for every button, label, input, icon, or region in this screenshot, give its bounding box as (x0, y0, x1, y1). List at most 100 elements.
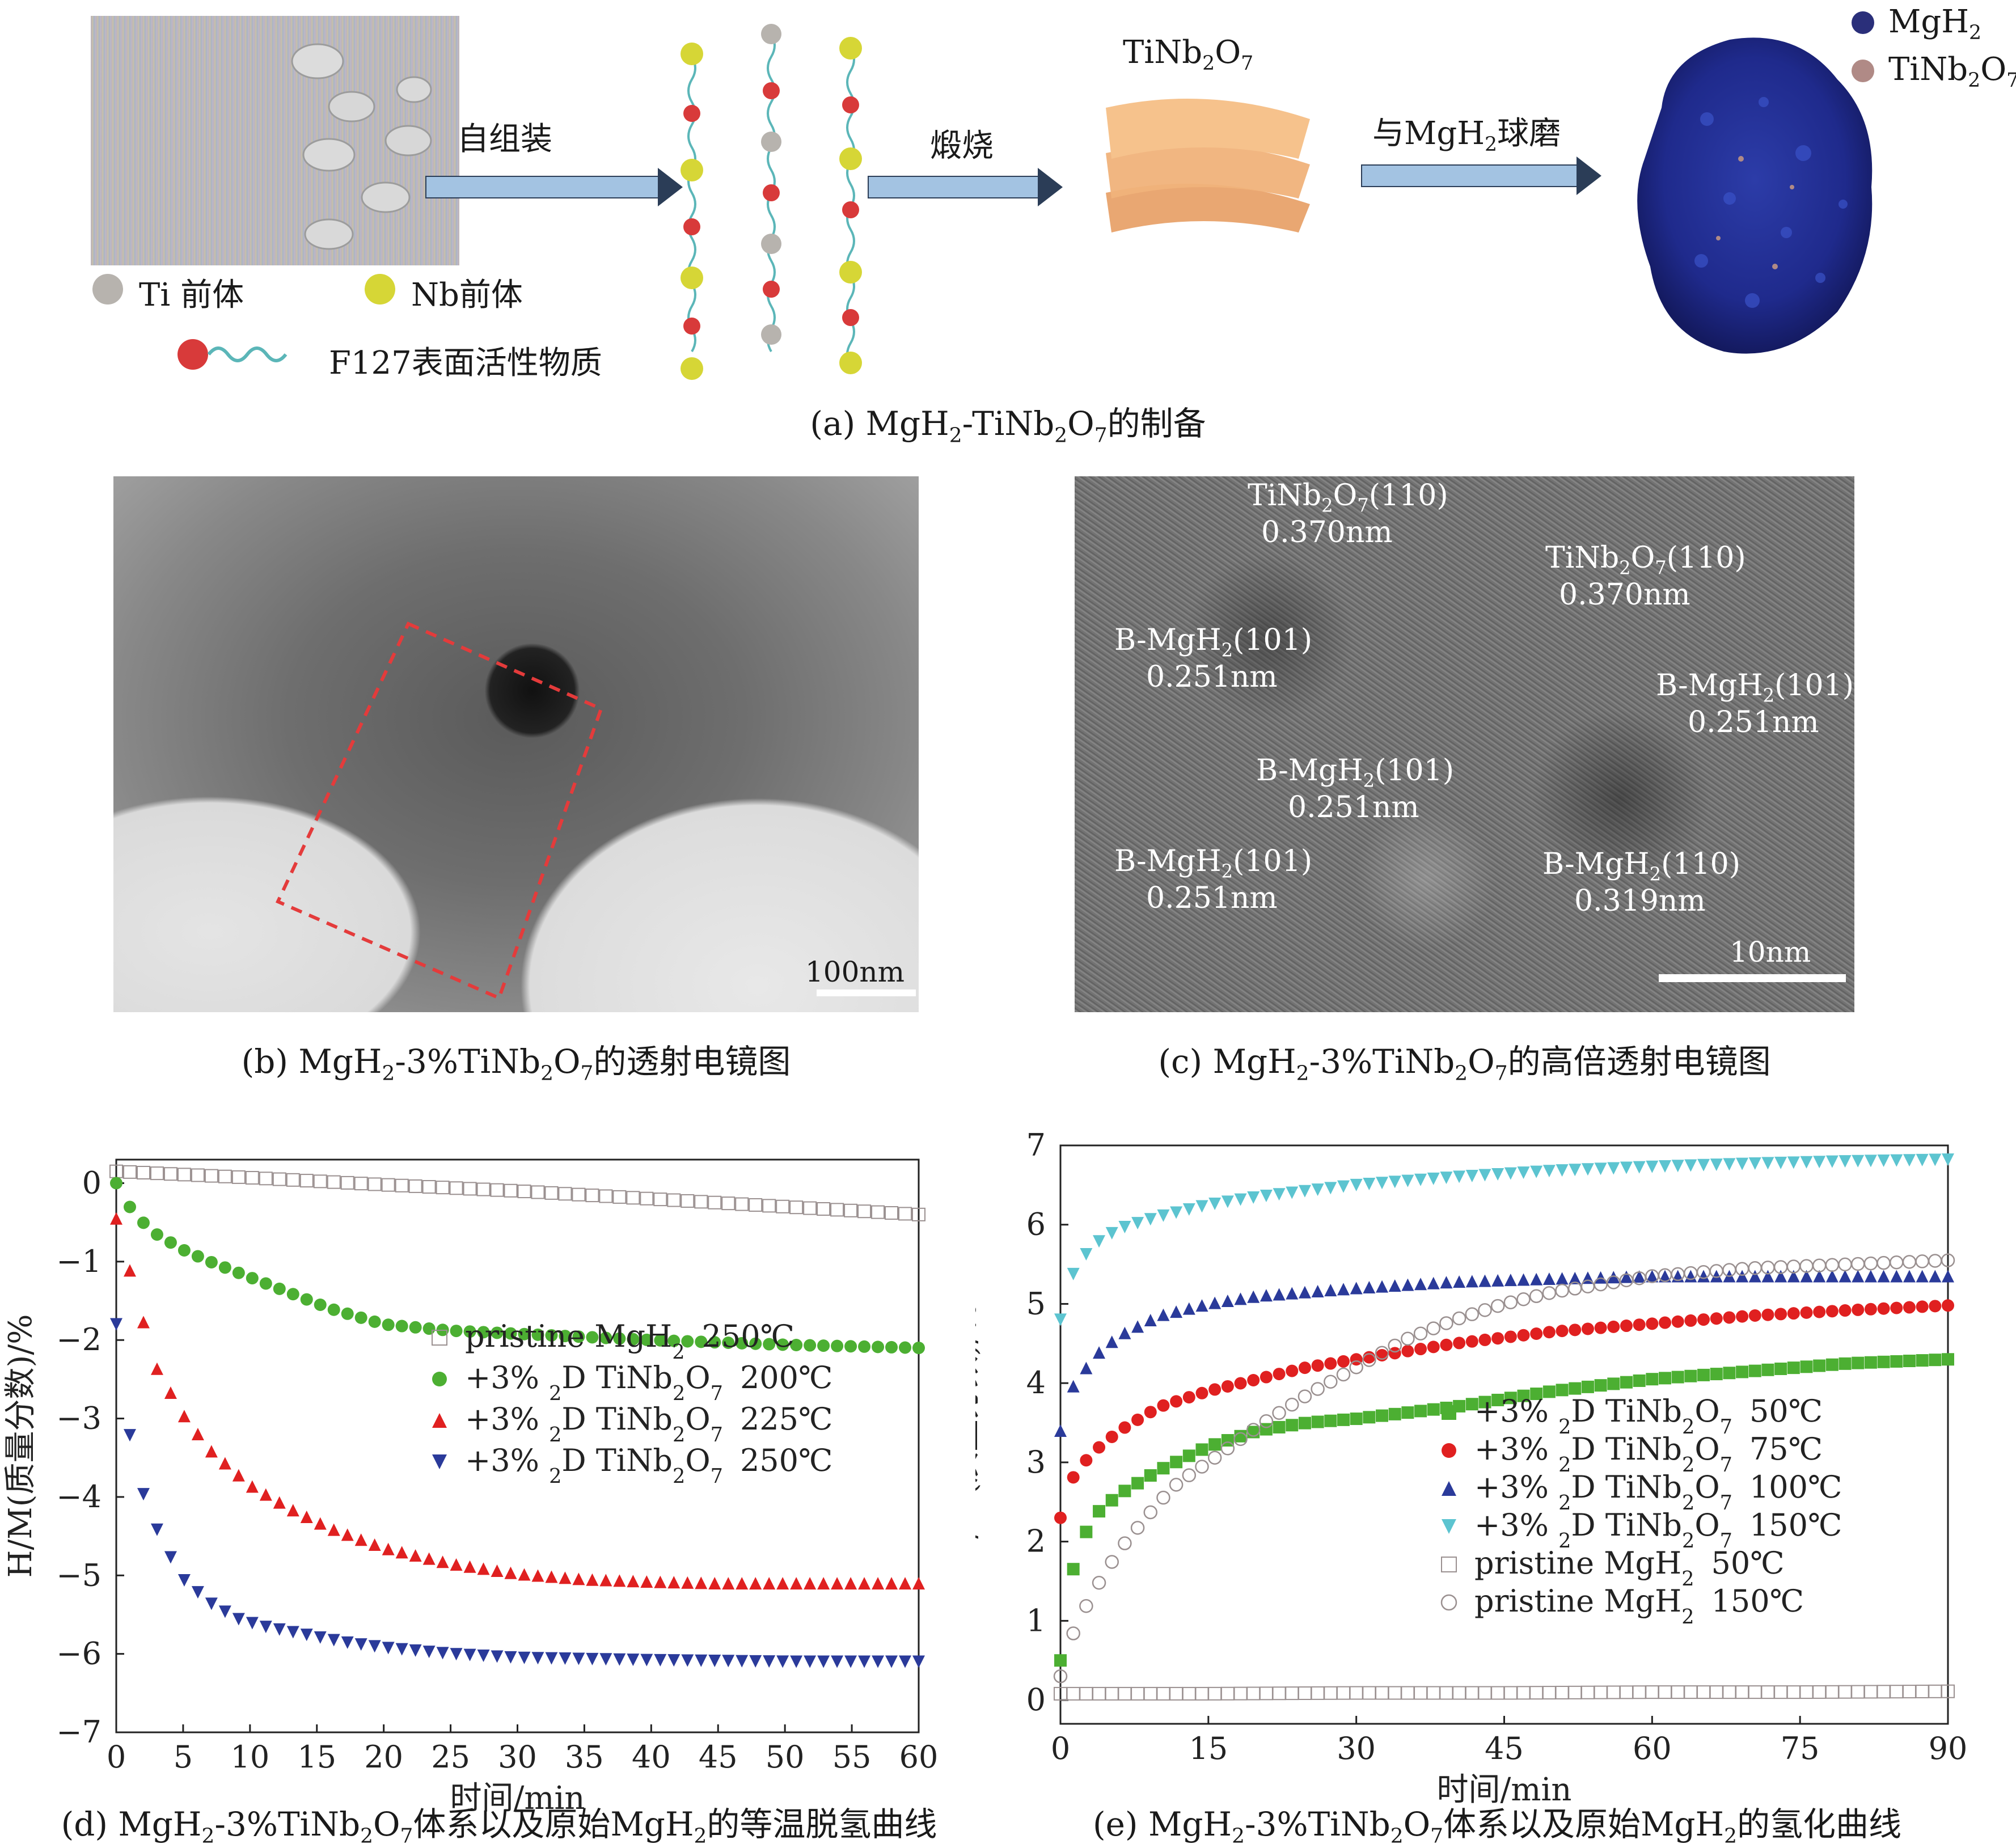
data-point (1427, 1340, 1440, 1354)
data-point (681, 1654, 694, 1667)
data-point (735, 1197, 749, 1211)
data-point (1169, 1478, 1184, 1492)
data-point (1633, 1270, 1646, 1283)
data-point (1465, 1398, 1478, 1411)
data-point (1876, 1685, 1891, 1699)
data-point (1324, 1414, 1337, 1427)
data-point (1813, 1156, 1826, 1169)
data-point (1632, 1685, 1646, 1699)
data-point (367, 1177, 382, 1191)
data-point (667, 1654, 681, 1667)
data-point (491, 1326, 504, 1339)
data-point (1349, 1360, 1363, 1375)
caption-b: (b) MgH2-3%TiNb2O7的透射电镜图 (241, 1042, 791, 1085)
data-point (1118, 1536, 1132, 1550)
data-point (1233, 1432, 1248, 1447)
data-point (1324, 1284, 1337, 1297)
data-point (1272, 1686, 1286, 1701)
data-point (1208, 1438, 1222, 1451)
data-point (1286, 1186, 1299, 1199)
data-point (1864, 1356, 1877, 1369)
data-point (1697, 1685, 1711, 1699)
data-point (1852, 1270, 1865, 1283)
data-point (1684, 1270, 1697, 1283)
data-point (450, 1325, 463, 1338)
data-point (1697, 1368, 1710, 1381)
data-point (885, 1655, 898, 1668)
data-point (858, 1655, 871, 1668)
data-point (273, 1496, 286, 1509)
data-point (1195, 1460, 1209, 1474)
data-point (1156, 1686, 1170, 1701)
data-point (137, 1216, 150, 1229)
data-point (1427, 1172, 1440, 1185)
data-point (1877, 1302, 1890, 1315)
data-point (653, 1192, 667, 1207)
data-point (1864, 1270, 1877, 1283)
data-point (1942, 1299, 1954, 1312)
data-point (368, 1538, 381, 1551)
data-point (1890, 1301, 1903, 1314)
data-point (273, 1282, 286, 1295)
data-point (1066, 1626, 1080, 1640)
data-point (1838, 1685, 1852, 1699)
data-point (763, 1655, 776, 1668)
data-point (1748, 1270, 1761, 1283)
data-point (1427, 1403, 1440, 1416)
data-point (790, 1338, 803, 1351)
data-point (531, 1652, 544, 1665)
data-point (695, 1335, 708, 1348)
data-point (1363, 1351, 1376, 1364)
data-point (1093, 1346, 1106, 1359)
data-point (1285, 1686, 1299, 1701)
data-point (858, 1577, 871, 1590)
data-point (804, 1655, 817, 1668)
data-point (1439, 1686, 1453, 1700)
data-point (354, 1638, 367, 1651)
data-point (1748, 1364, 1761, 1377)
data-point (1877, 1355, 1890, 1368)
data-point (463, 1560, 476, 1573)
data-point (1286, 1287, 1299, 1300)
data-point (1761, 1363, 1774, 1376)
hrtem-annotation: TiNb2O7(110) 0.370nm (1248, 479, 1448, 550)
data-point (1182, 1391, 1195, 1404)
data-point (1929, 1300, 1942, 1313)
data-point (817, 1655, 830, 1668)
y-tick-label: −4 (56, 1479, 102, 1515)
data-point (749, 1198, 763, 1212)
data-point (314, 1631, 327, 1644)
data-point (164, 1236, 177, 1249)
data-point (1774, 1156, 1787, 1169)
data-point (885, 1206, 899, 1220)
data-point (1067, 1471, 1080, 1484)
data-point (137, 1488, 150, 1501)
data-point (1376, 1409, 1389, 1422)
data-point (1401, 1686, 1415, 1700)
data-point (1633, 1374, 1646, 1387)
data-point (613, 1332, 626, 1345)
arrow-self-assembly (425, 176, 666, 198)
legend-item: +3% 2D TiNb2O7 50℃ (1442, 1393, 1823, 1439)
data-point (1941, 1253, 1955, 1267)
data-point (1607, 1377, 1620, 1390)
data-point (1465, 1686, 1479, 1700)
data-point (585, 1189, 599, 1203)
data-point (1915, 1254, 1929, 1268)
data-point (1710, 1158, 1723, 1172)
layered-sheets (1106, 99, 1310, 232)
data-point (110, 1177, 122, 1190)
data-point (1350, 1178, 1363, 1191)
data-point (1619, 1685, 1633, 1699)
data-point (432, 1413, 447, 1428)
chain-1 (681, 43, 703, 380)
data-point (1118, 1686, 1132, 1701)
data-point (1080, 1361, 1093, 1375)
particle-legend-markers (1852, 11, 1874, 82)
data-point (1465, 1169, 1478, 1182)
y-tick-label: 7 (1026, 1127, 1046, 1163)
